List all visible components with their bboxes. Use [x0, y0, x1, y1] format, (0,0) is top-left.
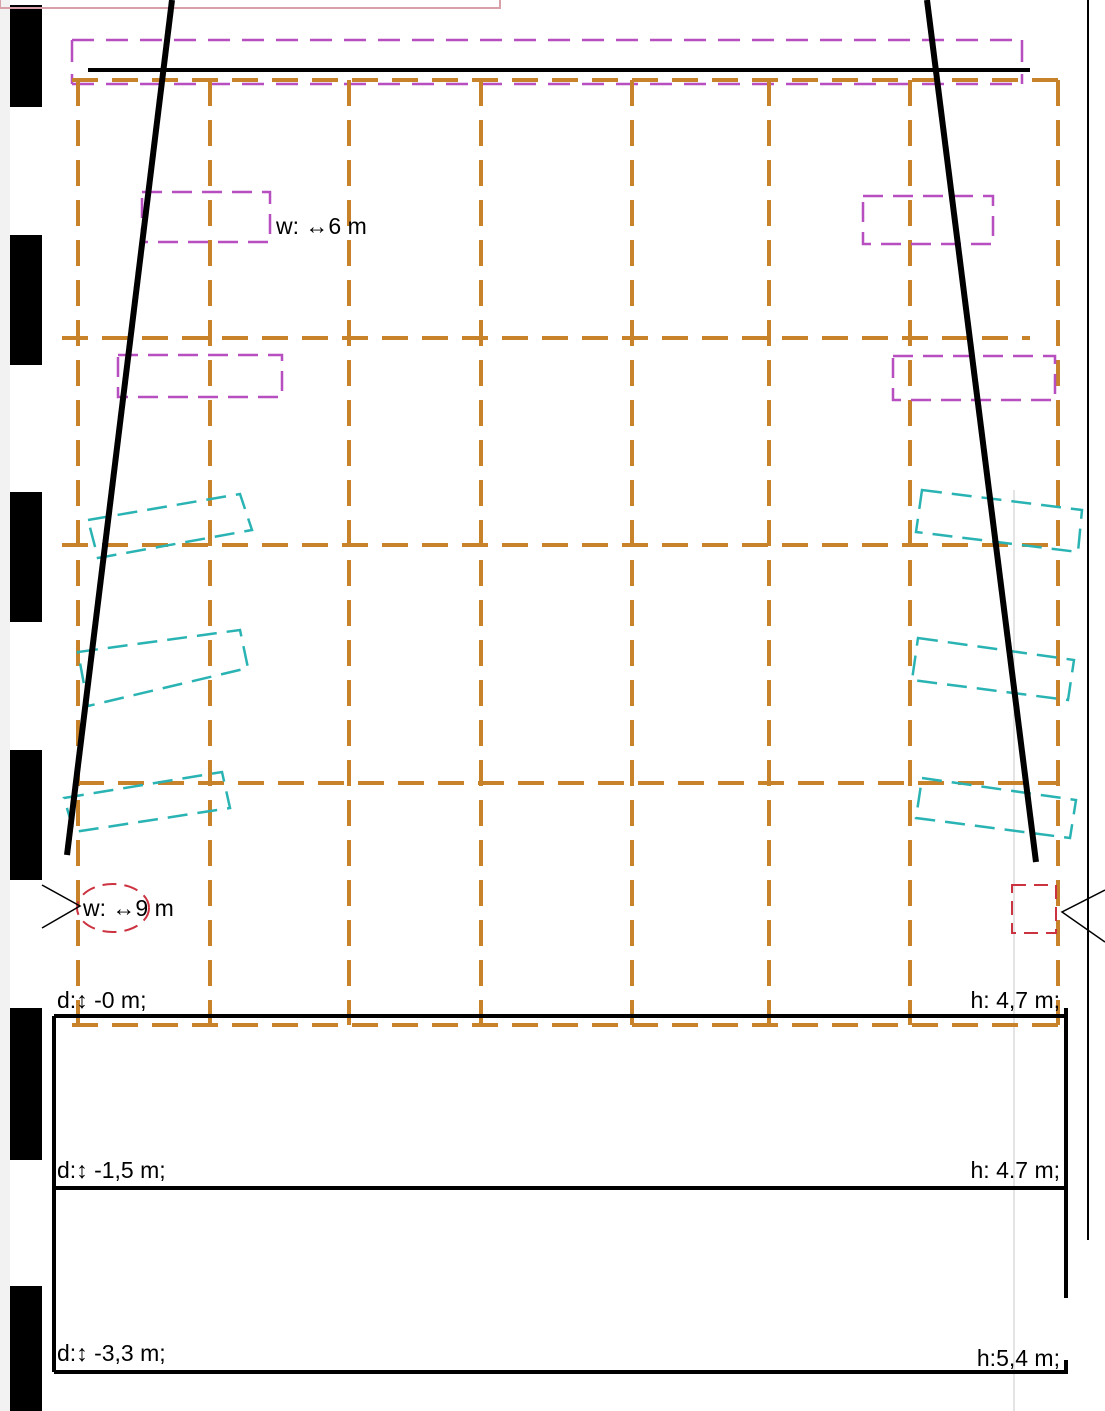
chevrons: [41, 884, 1105, 943]
chevron-right: [1060, 889, 1105, 943]
magenta-box-ml: [116, 353, 284, 399]
top-left-box: [0, 0, 501, 9]
label-height-1: h: 4.7 m;: [971, 1157, 1060, 1183]
magenta-boxes: [116, 190, 1057, 402]
magenta-box-tr: [861, 194, 995, 246]
cyan-box-r3: [914, 776, 1078, 840]
label-depth-0: d:↕ -0 m;: [57, 987, 146, 1013]
cyan-box-r1: [914, 488, 1084, 554]
label-height-0: h: 4,7 m;: [971, 987, 1060, 1013]
white-cover: [1040, 1298, 1070, 1360]
cyan-boxes: [62, 488, 1084, 840]
label-depth-2: d:↕ -3,3 m;: [57, 1340, 166, 1366]
label-height-2: h:5,4 m;: [977, 1345, 1060, 1371]
magenta-box-mr: [891, 354, 1057, 402]
chevron-left: [41, 884, 82, 929]
labels: w: ↔6 m w: ↔9 m d:↕ -0 m; d:↕ -1,5 m; d:…: [57, 213, 1060, 1371]
cyan-box-l2: [76, 628, 250, 708]
label-depth-1: d:↕ -1,5 m;: [57, 1157, 166, 1183]
label-width-top: w: ↔6 m: [275, 213, 367, 239]
layer-boxes: [52, 1008, 1068, 1374]
cyan-box-r2: [910, 636, 1076, 702]
magenta-box-tl: [140, 190, 272, 244]
cyan-box-l1: [86, 492, 254, 560]
right-tapered-line: [924, 0, 1039, 863]
left-tapered-line: [64, 0, 175, 856]
red-marker-right: [1011, 884, 1057, 934]
left-ruler: [0, 0, 42, 1411]
grid-lines: [62, 78, 1060, 1027]
label-width-bottom: w: ↔9 m: [82, 895, 174, 921]
magenta-top-band: [70, 38, 1024, 86]
